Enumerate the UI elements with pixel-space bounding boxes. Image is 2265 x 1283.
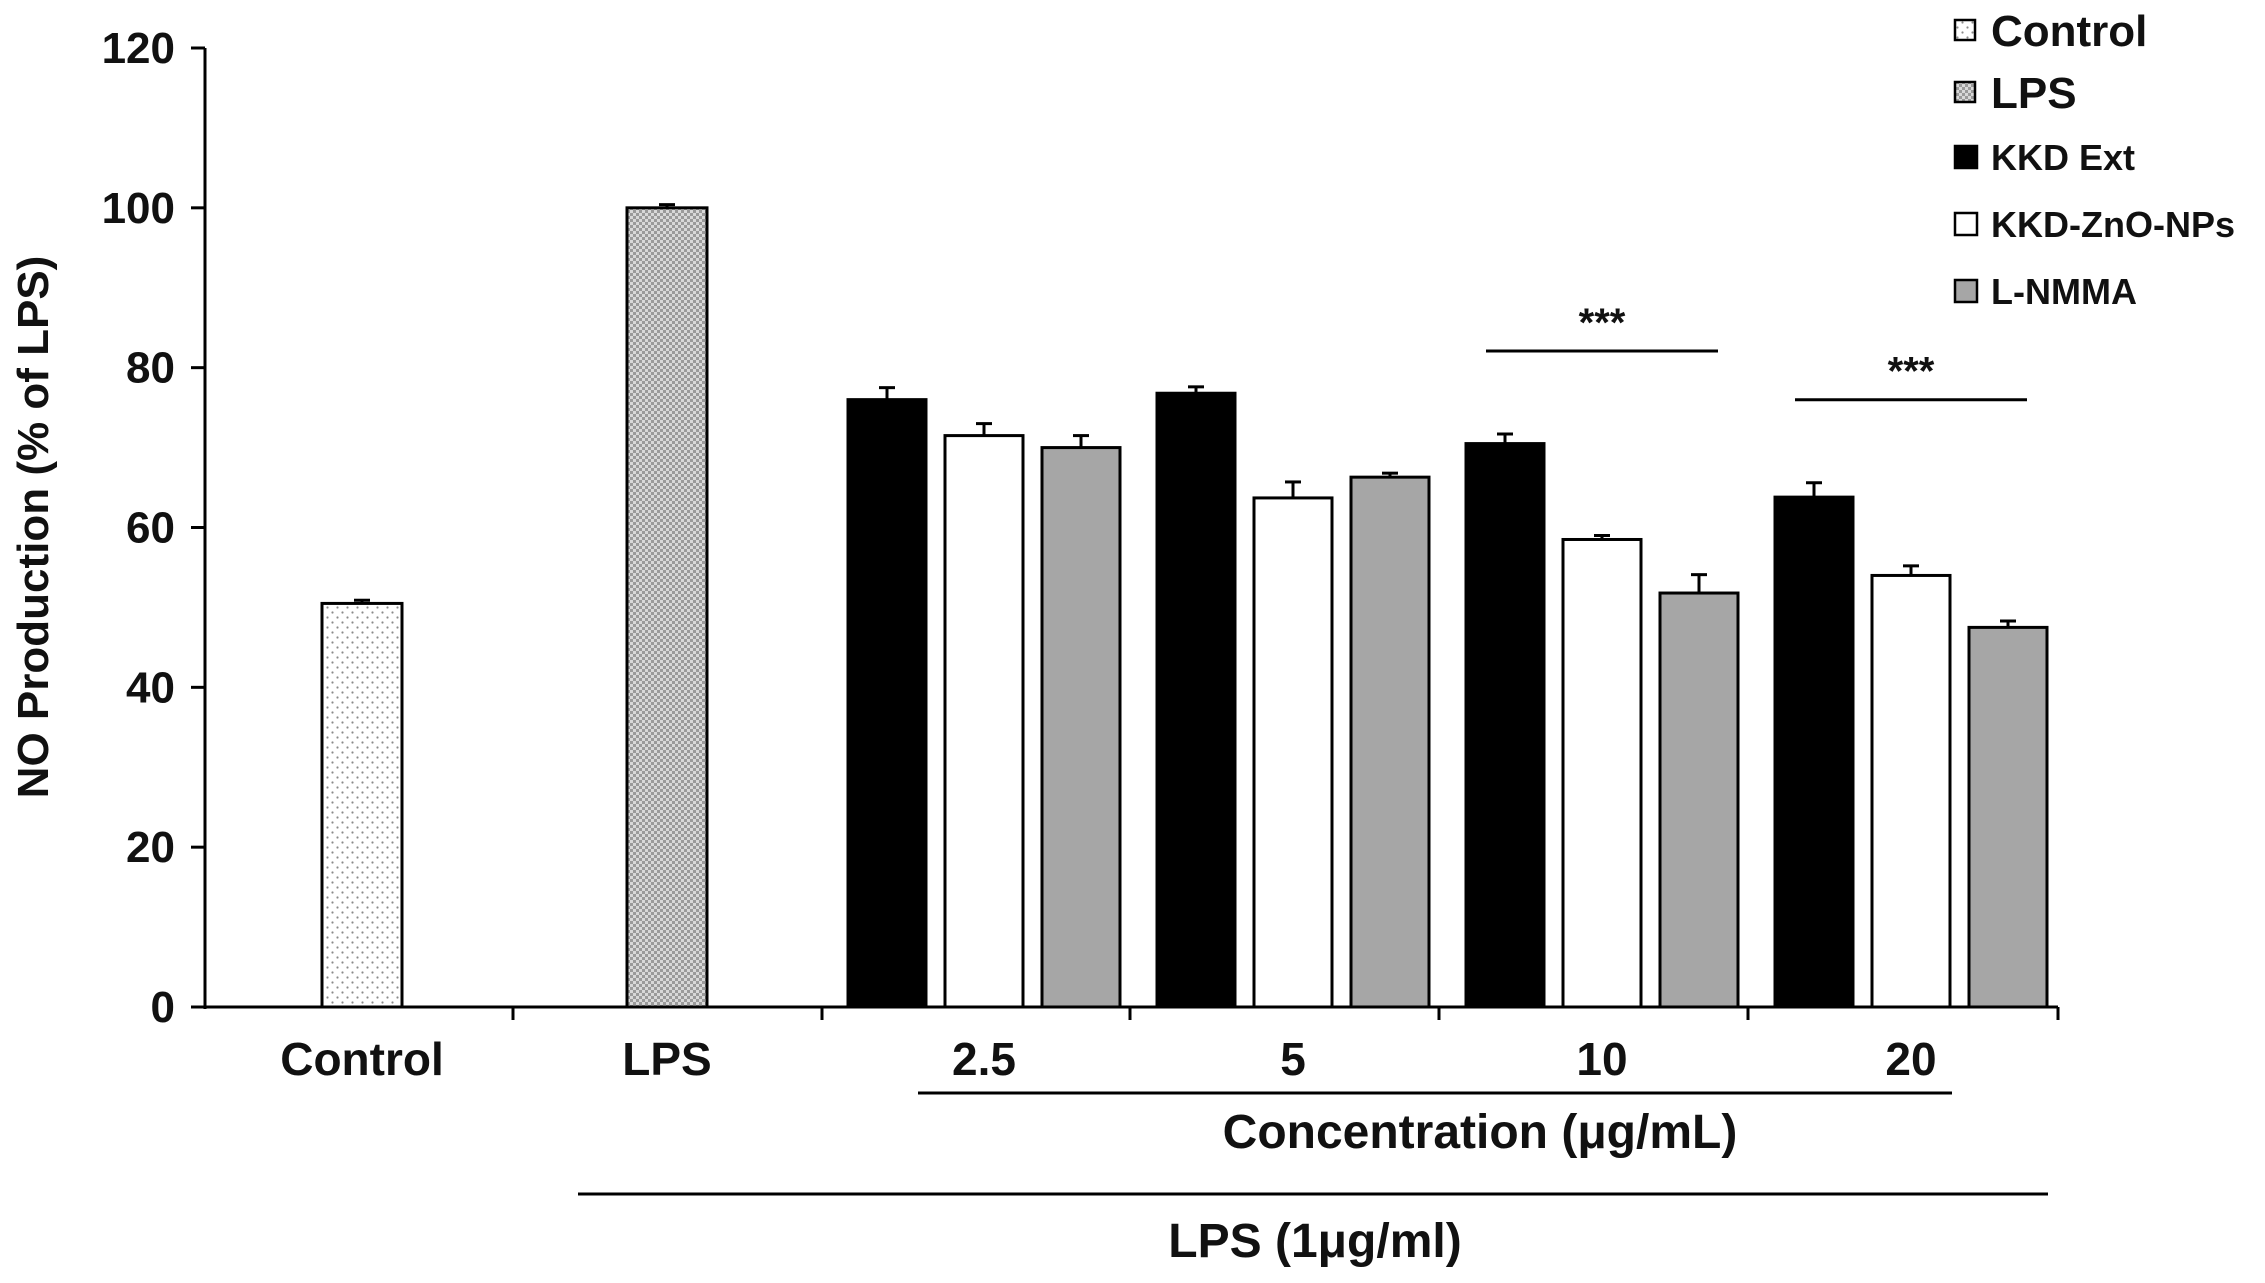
legend-swatch-kkd-zno-nps [1953, 211, 1979, 237]
bar-kkd-zno-nps-2-5 [943, 434, 1025, 1009]
legend-swatch-lps [1953, 80, 1977, 104]
y-tick-label-20: 20 [126, 823, 175, 872]
bar-kkd-zno-nps-20 [1870, 573, 1952, 1009]
x-tick-label-5: 5 [1280, 1033, 1306, 1085]
legend-label-lps: LPS [1991, 69, 2077, 118]
legend-label-control: Control [1991, 7, 2147, 56]
bar-l-nmma-2-5 [1040, 446, 1122, 1009]
legend-swatch-l-nmma [1953, 278, 1979, 304]
lps-group-label: LPS (1μg/ml) [1168, 1215, 1461, 1268]
bar-l-nmma-20 [1967, 625, 2049, 1009]
x-tick-label-20: 20 [1885, 1033, 1936, 1085]
bar-kkd-ext-10 [1464, 442, 1546, 1009]
bar-kkd-ext-2-5 [846, 398, 928, 1009]
legend-swatch-control [1953, 18, 1977, 42]
bar-kkd-zno-nps-5 [1252, 496, 1334, 1009]
y-tick-label-80: 80 [126, 344, 175, 393]
y-tick-label-40: 40 [126, 663, 175, 712]
y-tick-label-60: 60 [126, 504, 175, 553]
bar-control [320, 601, 404, 1009]
x-tick-label-control: Control [280, 1033, 444, 1085]
bar-kkd-ext-5 [1155, 391, 1237, 1009]
legend-label-l-nmma: L-NMMA [1991, 271, 2137, 312]
x-tick-label-lps: LPS [622, 1033, 711, 1085]
bar-kkd-zno-nps-10 [1561, 537, 1643, 1009]
x-tick-label-2-5: 2.5 [952, 1033, 1016, 1085]
y-tick-label-100: 100 [102, 184, 175, 233]
bar-l-nmma-10 [1658, 591, 1740, 1009]
y-tick-label-0: 0 [151, 983, 175, 1032]
y-tick-label-120: 120 [102, 24, 175, 73]
significance-marker-20: *** [1888, 350, 1935, 394]
x-tick-label-10: 10 [1576, 1033, 1627, 1085]
x-axis-label: Concentration (μg/mL) [1223, 1106, 1738, 1159]
legend-swatch-kkd-ext [1953, 144, 1979, 170]
significance-marker-10: *** [1579, 301, 1626, 345]
legend: Control LPS KKD Ext KKD-ZnO-NPs L-NMMA [1953, 7, 2235, 312]
bar-l-nmma-5 [1349, 475, 1431, 1009]
bar-lps [625, 206, 709, 1009]
y-axis-label: NO Production (% of LPS) [9, 256, 58, 799]
legend-label-kkd-zno-nps: KKD-ZnO-NPs [1991, 204, 2235, 245]
legend-label-kkd-ext: KKD Ext [1991, 137, 2135, 178]
bar-kkd-ext-20 [1773, 495, 1855, 1009]
